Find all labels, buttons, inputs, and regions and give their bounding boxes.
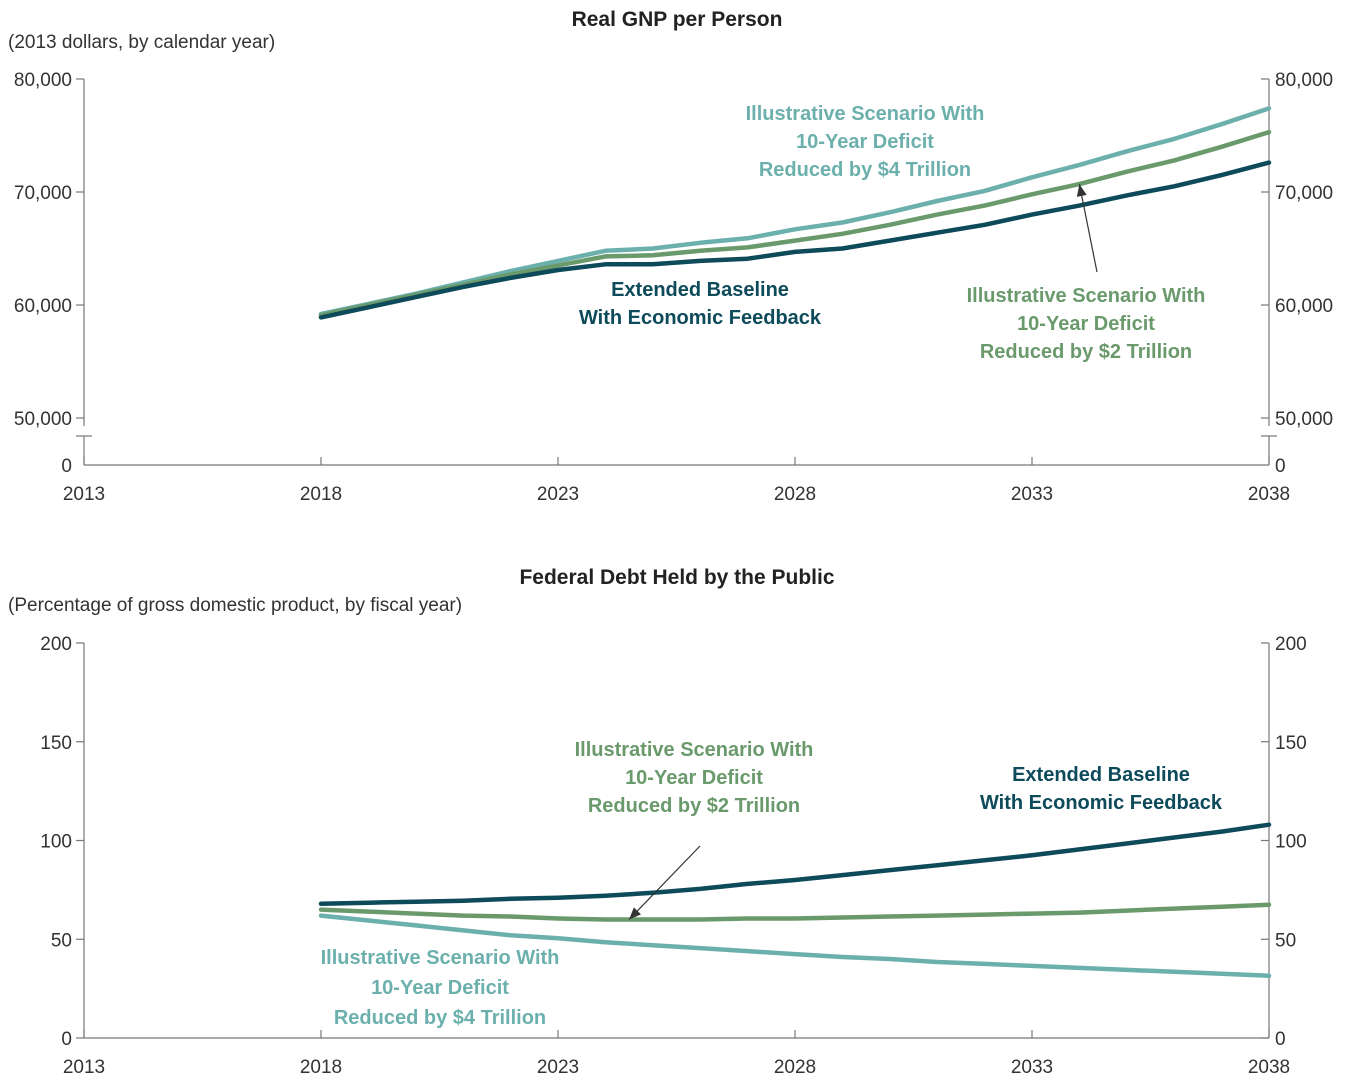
- debt-series-line-baseline: [318, 822, 1272, 906]
- debt-series-label-scenario2: Illustrative Scenario With: [575, 739, 814, 761]
- debt-right-y-tick-label: 0: [1275, 1029, 1286, 1050]
- debt-leader-line: [628, 845, 701, 920]
- debt-left-y-tick-label: 0: [61, 1029, 72, 1050]
- debt-x-tick-label: 2038: [1248, 1057, 1290, 1076]
- debt-x-tick-label: 2013: [63, 1057, 105, 1076]
- gnp-chart-title: Real GNP per Person: [571, 8, 783, 31]
- debt-left-y-tick-label: 100: [40, 832, 72, 853]
- gnp-left-y-tick-label: 70,000: [14, 183, 72, 204]
- debt-x-tick-label: 2023: [537, 1057, 579, 1076]
- gnp-right-y-tick-label: 70,000: [1275, 183, 1333, 204]
- debt-right-y-tick-label: 100: [1275, 832, 1307, 853]
- debt-series-line-scenario4: [318, 913, 1272, 979]
- gnp-leader-arrowhead: [1076, 184, 1087, 197]
- gnp-right-y-tick-label: 60,000: [1275, 296, 1333, 317]
- debt-right-y-tick-label: 200: [1275, 634, 1307, 655]
- debt-left-y-tick-label: 150: [40, 733, 72, 754]
- debt-chart-title: Federal Debt Held by the Public: [519, 566, 835, 589]
- debt-series-label-scenario4: 10-Year Deficit: [371, 977, 509, 999]
- gnp-x-tick-label: 2013: [63, 484, 105, 505]
- gnp-series-line-scenario2: [318, 129, 1272, 318]
- gnp-x-tick-label: 2038: [1248, 484, 1290, 505]
- gnp-series-line-baseline: [318, 160, 1272, 320]
- gnp-chart-panel: Real GNP per Person (2013 dollars, by ca…: [0, 0, 1354, 520]
- debt-series-line-scenario2: [318, 902, 1272, 922]
- gnp-series-label-scenario2: Reduced by $2 Trillion: [980, 341, 1192, 363]
- debt-series-label-scenario4: Reduced by $4 Trillion: [334, 1007, 546, 1029]
- gnp-right-y-tick-label: 0: [1275, 456, 1286, 477]
- gnp-series-line-scenario4: [318, 106, 1272, 317]
- debt-left-y-tick-label: 50: [51, 930, 72, 951]
- gnp-series-label-scenario2: Illustrative Scenario With: [967, 285, 1206, 307]
- gnp-x-tick-label: 2018: [300, 484, 342, 505]
- debt-right-y-tick-label: 150: [1275, 733, 1307, 754]
- gnp-chart-plot: 80,000 80,000 70,000 70,000 60,000 60,000 50,0…: [14, 70, 1333, 505]
- gnp-x-tick-label: 2033: [1011, 484, 1053, 505]
- gnp-series-label-scenario4: Reduced by $4 Trillion: [759, 159, 971, 181]
- debt-left-y-tick-label: 200: [40, 634, 72, 655]
- debt-right-y-tick-label: 50: [1275, 930, 1296, 951]
- debt-series-label-scenario2: 10-Year Deficit: [625, 767, 763, 789]
- gnp-left-y-tick-label: 60,000: [14, 296, 72, 317]
- debt-series-label-baseline: Extended Baseline: [1012, 764, 1190, 786]
- debt-x-tick-label: 2033: [1011, 1057, 1053, 1076]
- debt-series-label-scenario4: Illustrative Scenario With: [321, 947, 560, 969]
- debt-leader-arrowhead: [629, 907, 642, 920]
- debt-chart-panel: Federal Debt Held by the Public (Percent…: [0, 560, 1354, 1076]
- gnp-leader-line: [1078, 183, 1098, 273]
- gnp-series-label-scenario4: 10-Year Deficit: [796, 131, 934, 153]
- gnp-chart-units: (2013 dollars, by calendar year): [8, 32, 276, 53]
- gnp-series-label-scenario4: Illustrative Scenario With: [746, 103, 985, 125]
- gnp-x-tick-label: 2028: [774, 484, 816, 505]
- gnp-series-label-baseline: With Economic Feedback: [579, 307, 822, 329]
- gnp-left-y-tick-label: 80,000: [14, 70, 72, 91]
- gnp-series-label-scenario2: 10-Year Deficit: [1017, 313, 1155, 335]
- gnp-right-y-tick-label: 50,000: [1275, 409, 1333, 430]
- debt-x-tick-label: 2018: [300, 1057, 342, 1076]
- gnp-left-y-tick-label: 50,000: [14, 409, 72, 430]
- debt-series-label-baseline: With Economic Feedback: [980, 792, 1223, 814]
- debt-x-tick-label: 2028: [774, 1057, 816, 1076]
- debt-chart-units: (Percentage of gross domestic product, b…: [8, 595, 463, 616]
- gnp-left-y-tick-label: 0: [61, 456, 72, 477]
- gnp-x-tick-label: 2023: [537, 484, 579, 505]
- gnp-series-label-baseline: Extended Baseline: [611, 279, 789, 301]
- debt-chart-plot: 200 200 150 150 100 100 50 50 0 0 2013 2018 2023 2028…: [40, 634, 1307, 1076]
- debt-series-label-scenario2: Reduced by $2 Trillion: [588, 795, 800, 817]
- gnp-right-y-tick-label: 80,000: [1275, 70, 1333, 91]
